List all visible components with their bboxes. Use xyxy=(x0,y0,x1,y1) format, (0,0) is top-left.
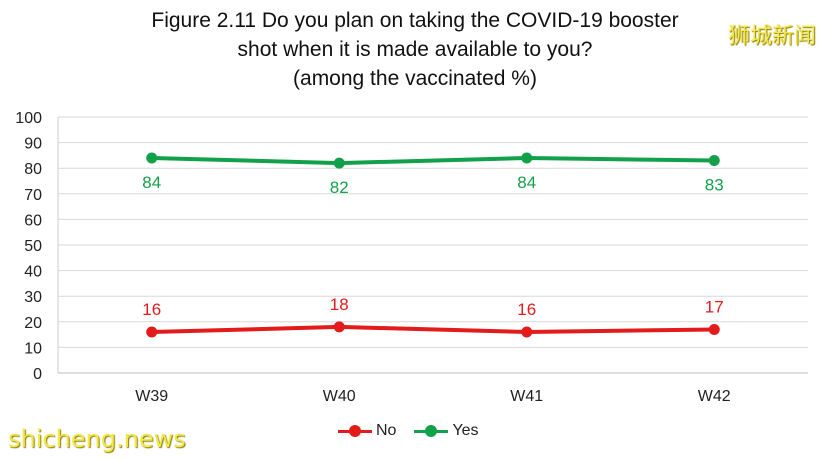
title-line-3: (among the vaccinated %) xyxy=(293,67,537,90)
series-line-yes xyxy=(151,155,715,166)
data-label-no: 16 xyxy=(142,300,161,319)
data-label-yes: 82 xyxy=(330,178,349,197)
data-label-yes: 84 xyxy=(142,173,161,192)
data-label-no: 17 xyxy=(705,297,724,316)
y-tick-label: 40 xyxy=(24,264,42,281)
y-tick-label: 60 xyxy=(24,212,42,229)
data-label-yes: 84 xyxy=(517,173,536,192)
data-point-yes xyxy=(708,155,720,167)
y-tick-label: 50 xyxy=(24,238,42,255)
title-line-1: Figure 2.11 Do you plan on taking the CO… xyxy=(151,9,679,32)
legend-item-yes: Yes xyxy=(414,422,479,440)
watermark-top-right: 狮城新闻 xyxy=(727,24,816,49)
data-point-no xyxy=(146,326,158,338)
x-tick-label: W40 xyxy=(323,388,356,405)
data-label-no: 16 xyxy=(517,300,536,319)
y-tick-label: 100 xyxy=(15,110,42,127)
legend-label-no: No xyxy=(376,422,397,439)
data-label-yes: 83 xyxy=(705,176,724,195)
watermark-bottom-left: shicheng.news xyxy=(8,425,186,453)
legend-item-no: No xyxy=(338,422,396,440)
data-point-yes xyxy=(333,157,345,169)
data-point-no xyxy=(333,321,345,333)
data-label-no: 18 xyxy=(330,295,349,314)
legend-label-yes: Yes xyxy=(452,422,479,439)
y-tick-label: 30 xyxy=(24,289,42,306)
legend-swatch-no xyxy=(338,424,372,438)
data-point-no xyxy=(708,323,720,335)
y-tick-label: 0 xyxy=(33,366,42,383)
y-tick-label: 90 xyxy=(24,136,42,153)
title-line-2: shot when it is made available to you? xyxy=(237,38,593,61)
chart-legend: No Yes xyxy=(338,422,497,440)
x-tick-label: W41 xyxy=(510,388,543,405)
y-tick-label: 70 xyxy=(24,187,42,204)
legend-swatch-yes xyxy=(414,424,449,438)
y-tick-label: 10 xyxy=(24,340,42,357)
x-tick-label: W42 xyxy=(698,388,731,405)
data-point-yes xyxy=(146,152,158,164)
y-tick-label: 80 xyxy=(24,161,42,178)
series-line-no xyxy=(151,324,715,335)
y-tick-label: 20 xyxy=(24,315,42,332)
x-tick-label: W39 xyxy=(135,388,168,405)
chart-title: Figure 2.11 Do you plan on taking the CO… xyxy=(0,6,830,93)
data-point-no xyxy=(521,326,533,338)
data-point-yes xyxy=(521,152,533,164)
